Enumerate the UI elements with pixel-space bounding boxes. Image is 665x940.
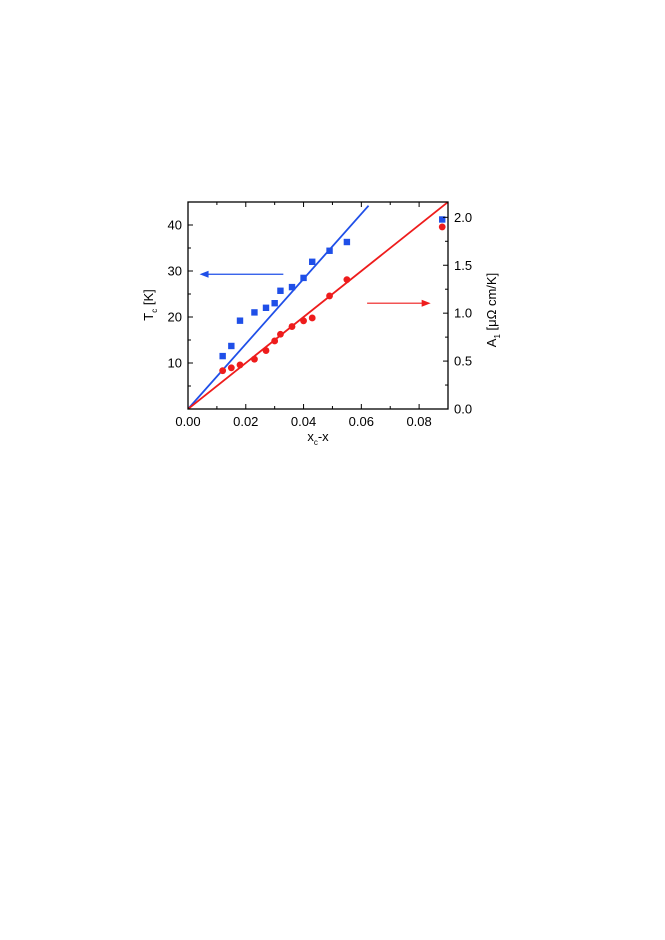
y-right-tick-label: 0.5 xyxy=(454,354,472,369)
x-tick-label: 0.00 xyxy=(175,414,200,429)
y-right-tick-label: 2.0 xyxy=(454,210,472,225)
axis-ticks xyxy=(187,202,448,410)
a1-data-point xyxy=(277,330,284,338)
a1-data-point xyxy=(219,367,227,375)
y-left-tick-label: 40 xyxy=(168,218,182,233)
y-right-tick-label: 1.0 xyxy=(454,306,472,321)
plot-frame xyxy=(187,201,449,410)
y-axis-right-label: A1 [μΩ cm/K] xyxy=(484,273,502,347)
a1-fit-line xyxy=(188,202,448,409)
y-left-tick-label: 30 xyxy=(168,264,182,279)
y-right-tick-label: 0.0 xyxy=(454,402,472,417)
a1-data-point xyxy=(271,337,279,345)
a1-data-point xyxy=(438,223,446,231)
x-tick-label: 0.08 xyxy=(406,414,431,429)
a1-data-point xyxy=(326,292,333,300)
tick-labels: 0.00 0.02 0.04 0.06 0.08 10 20 30 40 0.0 0.5 1.0 1.5… xyxy=(168,210,473,429)
x-tick-label: 0.04 xyxy=(291,414,316,429)
annotation-arrows xyxy=(199,270,431,307)
tc-data-point xyxy=(439,216,446,223)
y-axis-left-label: Tc [K] xyxy=(141,289,159,320)
tc-data-point xyxy=(326,247,333,254)
a1-data-point xyxy=(262,347,270,354)
tc-data-point xyxy=(288,283,296,291)
arrow-head xyxy=(421,299,431,307)
a1-data-point xyxy=(227,364,235,372)
x-tick-label: 0.06 xyxy=(349,414,374,429)
tc-data-point xyxy=(309,258,316,265)
x-tick-label: 0.02 xyxy=(233,414,258,429)
tc-data-point xyxy=(262,304,270,311)
a1-data-point xyxy=(308,314,316,322)
a1-data-point xyxy=(251,355,258,363)
x-axis-label: xc-x xyxy=(307,429,329,447)
tc-data-point xyxy=(228,342,235,350)
tc-data-point xyxy=(343,238,351,246)
arrow-left xyxy=(199,270,284,278)
tc-data-point xyxy=(219,352,226,360)
a1-data-point xyxy=(236,361,244,369)
y-left-tick-label: 10 xyxy=(168,356,182,371)
y-right-tick-label: 1.5 xyxy=(454,258,472,273)
tc-data-point xyxy=(300,274,307,282)
y-left-tick-label: 20 xyxy=(168,310,182,325)
fit-lines xyxy=(188,202,448,409)
tc-data-point xyxy=(277,287,284,294)
tc-data-point xyxy=(236,317,244,324)
arrow-head xyxy=(199,270,209,278)
a1-data-point xyxy=(288,323,296,330)
arrow-right xyxy=(367,299,431,307)
data-markers xyxy=(219,216,446,375)
tc-data-point xyxy=(251,309,258,316)
a1-data-point xyxy=(343,276,351,284)
tc-fit-line xyxy=(188,205,370,409)
a1-data-point xyxy=(300,317,307,325)
tc-data-point xyxy=(271,300,278,307)
